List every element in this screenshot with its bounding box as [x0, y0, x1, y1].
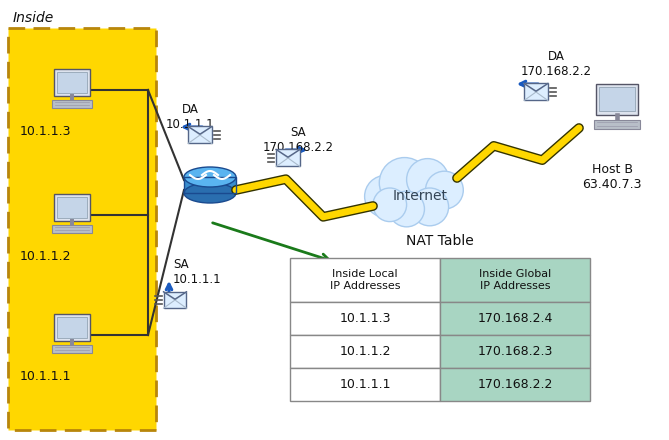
Text: 10.1.1.1: 10.1.1.1 [339, 378, 391, 391]
Text: 170.168.2.4: 170.168.2.4 [477, 312, 553, 325]
FancyBboxPatch shape [440, 302, 590, 335]
Text: 10.1.1.2: 10.1.1.2 [20, 250, 72, 263]
Text: 170.168.2.2: 170.168.2.2 [477, 378, 553, 391]
Text: Internet: Internet [393, 189, 448, 203]
Circle shape [425, 171, 464, 209]
Text: Host B
63.40.7.3: Host B 63.40.7.3 [582, 163, 642, 191]
FancyBboxPatch shape [276, 150, 300, 166]
FancyBboxPatch shape [594, 120, 640, 129]
FancyBboxPatch shape [54, 69, 90, 95]
Text: Inside Local
IP Addresses: Inside Local IP Addresses [330, 269, 400, 291]
Text: DA
170.168.2.2: DA 170.168.2.2 [520, 50, 591, 78]
FancyBboxPatch shape [188, 126, 212, 143]
Text: 170.168.2.3: 170.168.2.3 [477, 345, 553, 358]
Text: Inside Global
IP Addresses: Inside Global IP Addresses [479, 269, 551, 291]
FancyBboxPatch shape [599, 87, 635, 111]
FancyBboxPatch shape [290, 335, 440, 368]
FancyBboxPatch shape [440, 258, 590, 302]
Text: 10.1.1.3: 10.1.1.3 [20, 125, 72, 138]
Circle shape [365, 176, 407, 217]
Text: NAT Table: NAT Table [406, 234, 474, 248]
Ellipse shape [184, 167, 236, 187]
FancyBboxPatch shape [57, 72, 87, 93]
Circle shape [411, 188, 449, 226]
Circle shape [389, 191, 424, 227]
FancyBboxPatch shape [57, 317, 87, 338]
FancyBboxPatch shape [52, 100, 92, 108]
Circle shape [407, 158, 449, 201]
FancyBboxPatch shape [440, 368, 590, 401]
Text: SA
170.168.2.2: SA 170.168.2.2 [262, 126, 334, 154]
FancyBboxPatch shape [290, 368, 440, 401]
Text: Inside: Inside [13, 11, 54, 25]
FancyBboxPatch shape [54, 314, 90, 341]
FancyBboxPatch shape [54, 194, 90, 221]
FancyBboxPatch shape [8, 28, 156, 430]
Circle shape [373, 188, 407, 222]
FancyBboxPatch shape [440, 335, 590, 368]
Ellipse shape [184, 183, 236, 203]
FancyBboxPatch shape [524, 84, 548, 100]
Text: 10.1.1.1: 10.1.1.1 [20, 370, 72, 383]
Text: SA
10.1.1.1: SA 10.1.1.1 [173, 258, 221, 286]
FancyBboxPatch shape [596, 84, 638, 114]
Text: 10.1.1.3: 10.1.1.3 [339, 312, 391, 325]
Circle shape [379, 158, 429, 208]
FancyBboxPatch shape [52, 345, 92, 353]
FancyBboxPatch shape [290, 258, 440, 302]
FancyBboxPatch shape [52, 225, 92, 233]
FancyBboxPatch shape [57, 197, 87, 218]
FancyBboxPatch shape [184, 177, 236, 193]
FancyBboxPatch shape [163, 292, 187, 308]
Text: DA
10.1.1.1: DA 10.1.1.1 [166, 103, 214, 131]
Text: 10.1.1.2: 10.1.1.2 [339, 345, 391, 358]
FancyBboxPatch shape [290, 302, 440, 335]
